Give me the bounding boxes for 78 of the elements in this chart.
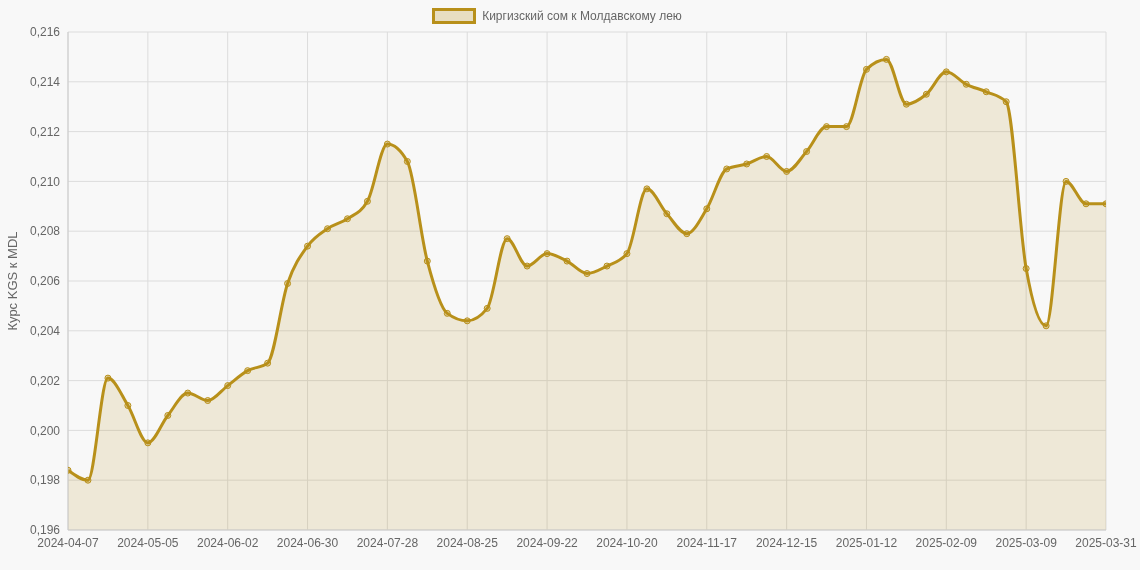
point [264,359,272,367]
y-axis-title: Курс KGS к MDL [4,231,20,331]
y-tick-label: 0,210 [29,174,61,189]
point [1082,200,1090,208]
point [503,235,511,243]
point [284,279,292,287]
y-tick-label: 0,212 [29,124,61,139]
point [383,140,391,148]
point [523,262,531,270]
x-tick-label: 2025-03-31 [1075,535,1138,550]
point [204,397,212,405]
point [483,304,491,312]
point [443,309,451,317]
point [144,439,152,447]
point [643,185,651,193]
x-tick-label: 2024-07-28 [356,535,419,550]
y-tick-label: 0,196 [29,523,61,538]
point [603,262,611,270]
point [84,476,92,484]
point [862,65,870,73]
legend-label: Киргизский сом к Молдавскому лею [481,8,682,24]
point [1062,177,1070,185]
point [343,215,351,223]
point [942,68,950,76]
point [1022,265,1030,273]
point [982,88,990,96]
point [224,382,232,390]
point [623,250,631,258]
x-tick-label: 2024-06-02 [197,535,259,550]
point [124,402,132,409]
point [683,230,691,238]
point [583,270,591,278]
y-tick-label: 0,206 [29,274,61,289]
point [723,165,731,173]
point [543,250,551,258]
point [922,90,930,98]
point [104,374,112,382]
y-tick-label: 0,208 [29,224,61,239]
point [463,317,471,325]
point [324,225,331,233]
x-tick-label: 2024-06-30 [276,535,339,550]
x-tick-label: 2025-01-12 [835,535,898,550]
y-tick-label: 0,198 [29,473,61,488]
y-tick-label: 0,216 [29,25,61,40]
point [882,55,890,63]
y-tick-label: 0,202 [29,373,61,388]
point [184,389,192,397]
point [304,242,312,250]
point [743,160,751,168]
y-tick-label: 0,214 [29,75,61,90]
point [823,123,831,131]
point [803,148,811,156]
point [763,153,771,160]
x-tick-label: 2024-05-05 [117,535,179,550]
point [843,123,850,131]
x-tick-label: 2025-03-09 [995,535,1058,550]
point [423,257,431,265]
point [1042,322,1050,330]
point [363,197,371,205]
x-tick-label: 2024-11-17 [676,535,738,550]
x-tick-label: 2024-12-15 [755,535,818,550]
point [663,210,671,218]
point [902,100,910,108]
point [244,367,252,375]
point [962,80,970,88]
x-tick-label: 2024-08-25 [436,535,499,550]
point [403,157,411,165]
x-tick-label: 2024-09-22 [516,535,579,550]
y-tick-label: 0,204 [29,324,61,339]
point [164,411,172,419]
y-tick-label: 0,200 [29,423,61,438]
x-tick-label: 2025-02-09 [915,535,978,550]
point [703,205,711,213]
x-tick-label: 2024-04-07 [37,535,100,550]
x-tick-label: 2024-10-20 [596,535,658,550]
point [1002,98,1010,106]
point [783,167,791,175]
point [563,257,571,265]
